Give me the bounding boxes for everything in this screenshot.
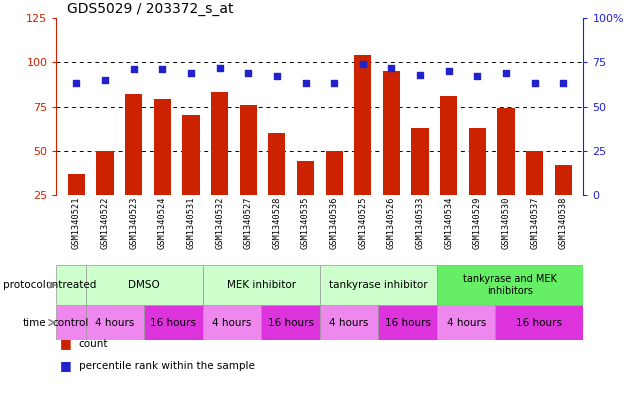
Text: 4 hours: 4 hours bbox=[212, 318, 252, 327]
Bar bbox=[240, 105, 257, 239]
Bar bbox=[269, 133, 285, 239]
Text: tankyrase inhibitor: tankyrase inhibitor bbox=[329, 280, 428, 290]
Text: GSM1340533: GSM1340533 bbox=[415, 196, 424, 249]
Text: GSM1340521: GSM1340521 bbox=[72, 196, 81, 249]
Bar bbox=[320, 305, 378, 340]
Text: count: count bbox=[79, 339, 108, 349]
Bar bbox=[203, 305, 262, 340]
Bar bbox=[262, 305, 320, 340]
Text: 4 hours: 4 hours bbox=[447, 318, 486, 327]
Bar bbox=[354, 55, 371, 239]
Bar bbox=[554, 165, 572, 239]
Text: GSM1340531: GSM1340531 bbox=[187, 196, 196, 249]
Text: percentile rank within the sample: percentile rank within the sample bbox=[79, 360, 254, 371]
Point bbox=[472, 73, 483, 79]
Bar bbox=[211, 92, 228, 239]
Point bbox=[129, 66, 139, 72]
Point bbox=[215, 64, 225, 71]
Point bbox=[71, 80, 81, 86]
Point bbox=[501, 70, 511, 76]
Text: DMSO: DMSO bbox=[128, 280, 160, 290]
Point bbox=[415, 72, 425, 78]
Point bbox=[358, 61, 368, 67]
Bar bbox=[203, 265, 320, 305]
Bar bbox=[86, 305, 144, 340]
Bar bbox=[526, 151, 543, 239]
Bar bbox=[56, 265, 86, 305]
Bar bbox=[497, 108, 515, 239]
Text: 16 hours: 16 hours bbox=[151, 318, 197, 327]
Text: control: control bbox=[53, 318, 89, 327]
Text: GSM1340530: GSM1340530 bbox=[501, 196, 510, 249]
Text: GDS5029 / 203372_s_at: GDS5029 / 203372_s_at bbox=[67, 2, 233, 16]
Bar bbox=[183, 116, 199, 239]
Text: GSM1340523: GSM1340523 bbox=[129, 196, 138, 249]
Point bbox=[444, 68, 454, 74]
Bar bbox=[297, 162, 314, 239]
Text: 16 hours: 16 hours bbox=[267, 318, 313, 327]
Bar bbox=[144, 305, 203, 340]
Text: GSM1340526: GSM1340526 bbox=[387, 196, 396, 249]
Bar bbox=[326, 151, 343, 239]
Text: ■: ■ bbox=[60, 359, 71, 372]
Point bbox=[329, 80, 339, 86]
Text: 16 hours: 16 hours bbox=[517, 318, 562, 327]
Text: tankyrase and MEK
inhibitors: tankyrase and MEK inhibitors bbox=[463, 274, 557, 296]
Text: untreated: untreated bbox=[46, 280, 97, 290]
Text: 4 hours: 4 hours bbox=[329, 318, 369, 327]
Text: GSM1340538: GSM1340538 bbox=[559, 196, 568, 249]
Point bbox=[100, 77, 110, 83]
Bar bbox=[86, 265, 203, 305]
Text: GSM1340537: GSM1340537 bbox=[530, 196, 539, 249]
Text: GSM1340535: GSM1340535 bbox=[301, 196, 310, 249]
Point bbox=[529, 80, 540, 86]
Bar bbox=[56, 305, 86, 340]
Point bbox=[186, 70, 196, 76]
Point bbox=[157, 66, 167, 72]
Text: GSM1340532: GSM1340532 bbox=[215, 196, 224, 249]
Text: GSM1340536: GSM1340536 bbox=[329, 196, 338, 249]
Point bbox=[387, 64, 397, 71]
Text: GSM1340524: GSM1340524 bbox=[158, 196, 167, 249]
Bar bbox=[320, 265, 437, 305]
Bar bbox=[68, 174, 85, 239]
Bar bbox=[125, 94, 142, 239]
Text: GSM1340525: GSM1340525 bbox=[358, 196, 367, 249]
Bar bbox=[378, 305, 437, 340]
Text: time: time bbox=[22, 318, 46, 327]
Bar bbox=[469, 128, 486, 239]
Bar bbox=[383, 71, 400, 239]
Bar bbox=[154, 99, 171, 239]
Text: 4 hours: 4 hours bbox=[96, 318, 135, 327]
Text: ■: ■ bbox=[60, 338, 71, 351]
Text: GSM1340528: GSM1340528 bbox=[272, 196, 281, 249]
Text: GSM1340534: GSM1340534 bbox=[444, 196, 453, 249]
Bar bbox=[97, 151, 113, 239]
Text: 16 hours: 16 hours bbox=[385, 318, 431, 327]
Bar bbox=[412, 128, 429, 239]
Text: GSM1340522: GSM1340522 bbox=[101, 196, 110, 249]
Text: MEK inhibitor: MEK inhibitor bbox=[227, 280, 296, 290]
Text: GSM1340529: GSM1340529 bbox=[473, 196, 482, 249]
Bar bbox=[437, 305, 495, 340]
Text: GSM1340527: GSM1340527 bbox=[244, 196, 253, 249]
Point bbox=[272, 73, 282, 79]
Point bbox=[301, 80, 311, 86]
Point bbox=[558, 80, 569, 86]
Bar bbox=[495, 305, 583, 340]
Bar bbox=[440, 96, 457, 239]
Bar bbox=[437, 265, 583, 305]
Text: protocol: protocol bbox=[3, 280, 46, 290]
Point bbox=[243, 70, 253, 76]
